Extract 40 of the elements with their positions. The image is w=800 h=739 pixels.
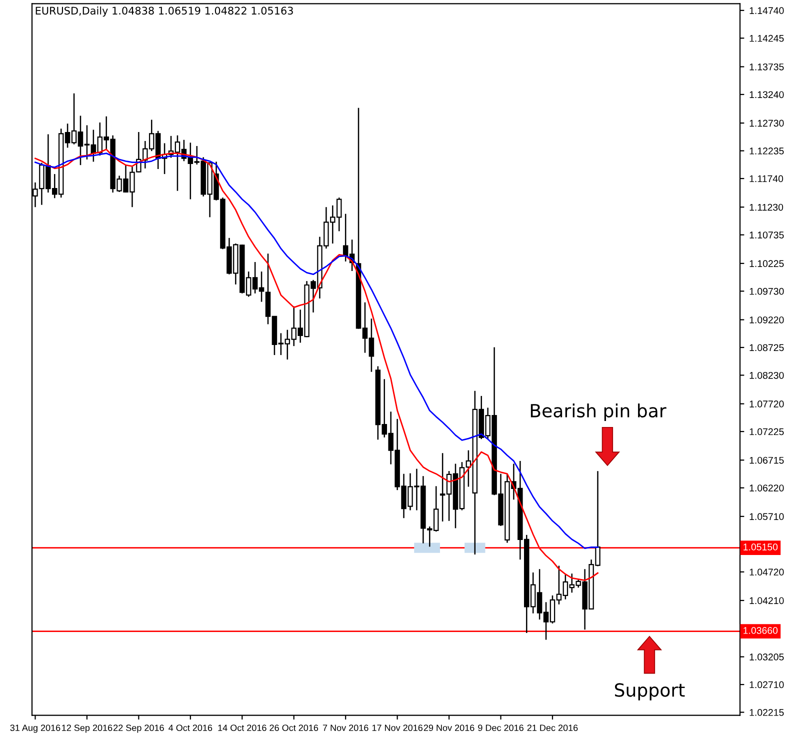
y-tick-label: 1.12235 [750,148,784,154]
y-tick-label: 1.02215 [750,709,784,716]
x-tick-label: 21 Dec 2016 [527,724,578,732]
y-tick-label: 1.13240 [750,91,784,98]
y-tick-label: 1.05710 [750,513,784,520]
y-tick-label: 1.06220 [750,484,784,492]
x-tick-label: 14 Oct 2016 [218,724,266,732]
y-tick-label: 1.11740 [750,175,784,182]
x-tick-label: 31 Aug 2016 [10,724,60,733]
x-tick-label: 17 Nov 2016 [372,724,423,732]
y-tick-label: 1.09220 [750,316,784,324]
x-tick-label: 26 Oct 2016 [270,724,318,732]
x-tick-label: 9 Dec 2016 [478,724,524,732]
ref-line-label: 1.03660 [744,627,778,634]
y-tick-label: 1.06715 [750,456,784,464]
y-tick-label: 1.11230 [750,204,784,211]
y-tick-label: 1.07720 [750,400,784,408]
y-tick-label: 1.14245 [750,34,784,42]
x-tick-label: 29 Nov 2016 [424,724,474,732]
x-tick-label: 4 Oct 2016 [168,724,212,732]
y-tick-label: 1.04720 [750,568,784,576]
ref-line-label: 1.05150 [744,544,778,550]
y-tick-label: 1.07225 [750,428,784,436]
y-tick-label: 1.14740 [750,7,784,14]
x-tick-label: 12 Sep 2016 [62,724,112,733]
y-tick-label: 1.09730 [750,288,784,295]
y-tick-label: 1.10225 [750,260,784,268]
y-tick-label: 1.02710 [750,681,784,688]
x-tick-label: 7 Nov 2016 [322,724,368,732]
y-tick-label: 1.08725 [750,344,784,352]
y-tick-label: 1.03205 [750,654,784,660]
y-tick-label: 1.04210 [750,597,784,604]
chart-title: EURUSD,Daily 1.04838 1.06519 1.04822 1.05163 [36,6,293,17]
y-tick-label: 1.12730 [750,120,784,127]
y-tick-label: 1.13735 [750,63,784,70]
y-tick-label: 1.08230 [750,372,784,379]
annotation: Bearish pin bar [530,404,666,421]
text: Support [614,683,685,700]
y-tick-label: 1.10735 [750,232,784,238]
x-tick-label: 22 Sep 2016 [114,724,164,733]
